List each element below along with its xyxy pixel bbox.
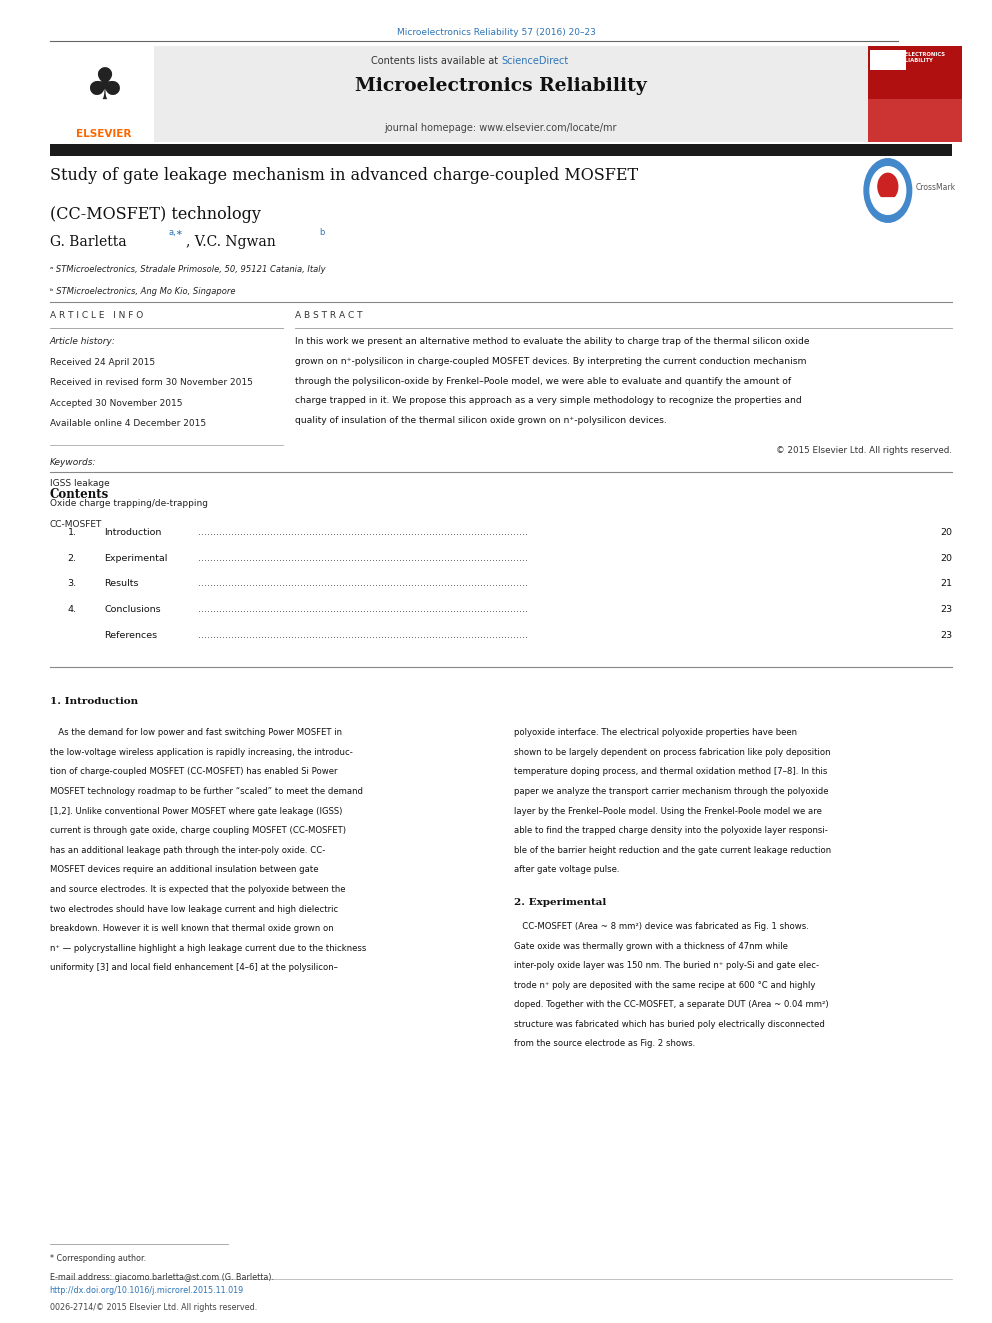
Bar	[50, 144, 952, 156]
Bar	[50, 46, 154, 142]
Text: 1.: 1.	[67, 528, 76, 537]
Text: the low-voltage wireless application is rapidly increasing, the introduc-: the low-voltage wireless application is …	[50, 747, 352, 757]
Text: IGSS leakage: IGSS leakage	[50, 479, 109, 488]
Text: doped. Together with the CC-MOSFET, a separate DUT (Area ~ 0.04 mm²): doped. Together with the CC-MOSFET, a se…	[514, 1000, 828, 1009]
Text: 0026-2714/© 2015 Elsevier Ltd. All rights reserved.: 0026-2714/© 2015 Elsevier Ltd. All right…	[50, 1303, 257, 1312]
Text: 21: 21	[940, 579, 952, 589]
Bar	[154, 46, 868, 142]
Text: structure was fabricated which has buried poly electrically disconnected: structure was fabricated which has burie…	[514, 1020, 824, 1029]
Text: References: References	[104, 631, 158, 640]
Text: 4.: 4.	[67, 606, 76, 614]
Bar	[868, 99, 962, 142]
Text: Contents lists available at: Contents lists available at	[371, 56, 501, 66]
Text: ................................................................................: ........................................…	[198, 528, 529, 537]
Text: ᵇ STMicroelectronics, Ang Mo Kio, Singapore: ᵇ STMicroelectronics, Ang Mo Kio, Singap…	[50, 287, 235, 296]
Text: Conclusions: Conclusions	[104, 606, 161, 614]
Text: grown on n⁺-polysilicon in charge-coupled MOSFET devices. By interpreting the cu: grown on n⁺-polysilicon in charge-couple…	[295, 357, 806, 366]
Text: Received 24 April 2015: Received 24 April 2015	[50, 357, 155, 366]
Text: 20: 20	[940, 528, 952, 537]
Text: temperature doping process, and thermal oxidation method [7–8]. In this: temperature doping process, and thermal …	[514, 767, 827, 777]
Text: 3.: 3.	[67, 579, 76, 589]
Text: CC-MOSFET: CC-MOSFET	[50, 520, 102, 529]
Text: * Corresponding author.: * Corresponding author.	[50, 1254, 146, 1263]
Text: polyoxide interface. The electrical polyoxide properties have been: polyoxide interface. The electrical poly…	[514, 729, 797, 737]
Text: layer by the Frenkel–Poole model. Using the Frenkel-Poole model we are: layer by the Frenkel–Poole model. Using …	[514, 807, 821, 816]
Text: charge trapped in it. We propose this approach as a very simple methodology to r: charge trapped in it. We propose this ap…	[295, 396, 802, 405]
Text: 23: 23	[940, 606, 952, 614]
Text: 1. Introduction: 1. Introduction	[50, 696, 138, 705]
Text: tion of charge-coupled MOSFET (CC-MOSFET) has enabled Si Power: tion of charge-coupled MOSFET (CC-MOSFET…	[50, 767, 337, 777]
Text: after gate voltage pulse.: after gate voltage pulse.	[514, 865, 619, 875]
Circle shape	[878, 173, 898, 200]
Text: ................................................................................: ........................................…	[198, 553, 529, 562]
Bar	[870, 50, 906, 70]
Text: MOSFET devices require an additional insulation between gate: MOSFET devices require an additional ins…	[50, 865, 318, 875]
Circle shape	[870, 167, 906, 214]
Text: ble of the barrier height reduction and the gate current leakage reduction: ble of the barrier height reduction and …	[514, 845, 831, 855]
Text: ScienceDirect: ScienceDirect	[501, 56, 568, 66]
Text: inter-poly oxide layer was 150 nm. The buried n⁺ poly-Si and gate elec-: inter-poly oxide layer was 150 nm. The b…	[514, 962, 819, 970]
Text: trode n⁺ poly are deposited with the same recipe at 600 °C and highly: trode n⁺ poly are deposited with the sam…	[514, 980, 815, 990]
Text: (CC-MOSFET) technology: (CC-MOSFET) technology	[50, 206, 261, 224]
Text: © 2015 Elsevier Ltd. All rights reserved.: © 2015 Elsevier Ltd. All rights reserved…	[777, 446, 952, 455]
Text: Study of gate leakage mechanism in advanced charge-coupled MOSFET: Study of gate leakage mechanism in advan…	[50, 167, 638, 184]
Text: Introduction: Introduction	[104, 528, 162, 537]
Text: As the demand for low power and fast switching Power MOSFET in: As the demand for low power and fast swi…	[50, 729, 341, 737]
Text: 20: 20	[940, 553, 952, 562]
Text: E-mail address: giacomo.barletta@st.com (G. Barletta).: E-mail address: giacomo.barletta@st.com …	[50, 1273, 274, 1282]
Text: n⁺ — polycrystalline highlight a high leakage current due to the thickness: n⁺ — polycrystalline highlight a high le…	[50, 943, 366, 953]
Text: b: b	[319, 228, 324, 237]
Polygon shape	[880, 197, 896, 214]
Text: paper we analyze the transport carrier mechanism through the polyoxide: paper we analyze the transport carrier m…	[514, 787, 828, 796]
Text: 2. Experimental: 2. Experimental	[514, 898, 606, 908]
Text: Article history:: Article history:	[50, 337, 115, 347]
Text: Keywords:: Keywords:	[50, 459, 96, 467]
Text: Results: Results	[104, 579, 139, 589]
Text: has an additional leakage path through the inter-poly oxide. CC-: has an additional leakage path through t…	[50, 845, 325, 855]
Text: MOSFET technology roadmap to be further “scaled” to meet the demand: MOSFET technology roadmap to be further …	[50, 787, 363, 796]
Text: and source electrodes. It is expected that the polyoxide between the: and source electrodes. It is expected th…	[50, 885, 345, 894]
Text: Experimental: Experimental	[104, 553, 168, 562]
Text: Contents: Contents	[50, 488, 109, 501]
Text: ................................................................................: ........................................…	[198, 631, 529, 640]
Text: Gate oxide was thermally grown with a thickness of 47nm while: Gate oxide was thermally grown with a th…	[514, 942, 788, 951]
Text: able to find the trapped charge density into the polyoxide layer responsi-: able to find the trapped charge density …	[514, 826, 827, 835]
Text: Accepted 30 November 2015: Accepted 30 November 2015	[50, 400, 183, 407]
Text: A R T I C L E   I N F O: A R T I C L E I N F O	[50, 311, 143, 320]
Text: ♣: ♣	[84, 66, 124, 108]
Text: ................................................................................: ........................................…	[198, 606, 529, 614]
Text: Oxide charge trapping/de-trapping: Oxide charge trapping/de-trapping	[50, 500, 207, 508]
Text: quality of insulation of the thermal silicon oxide grown on n⁺-polysilicon devic: quality of insulation of the thermal sil…	[295, 415, 667, 425]
Text: CC-MOSFET (Area ~ 8 mm²) device was fabricated as Fig. 1 shows.: CC-MOSFET (Area ~ 8 mm²) device was fabr…	[514, 922, 808, 931]
Text: ᵃ STMicroelectronics, Stradale Primosole, 50, 95121 Catania, Italy: ᵃ STMicroelectronics, Stradale Primosole…	[50, 265, 325, 274]
Text: http://dx.doi.org/10.1016/j.microrel.2015.11.019: http://dx.doi.org/10.1016/j.microrel.201…	[50, 1286, 244, 1295]
Text: A B S T R A C T: A B S T R A C T	[295, 311, 362, 320]
Text: [1,2]. Unlike conventional Power MOSFET where gate leakage (IGSS): [1,2]. Unlike conventional Power MOSFET …	[50, 807, 342, 816]
Text: 2.: 2.	[67, 553, 76, 562]
Text: Available online 4 December 2015: Available online 4 December 2015	[50, 419, 205, 429]
Text: breakdown. However it is well known that thermal oxide grown on: breakdown. However it is well known that…	[50, 925, 333, 933]
Text: from the source electrode as Fig. 2 shows.: from the source electrode as Fig. 2 show…	[514, 1040, 695, 1049]
Text: Microelectronics Reliability: Microelectronics Reliability	[355, 77, 647, 95]
Text: a,∗: a,∗	[169, 228, 184, 237]
Text: two electrodes should have low leakage current and high dielectric: two electrodes should have low leakage c…	[50, 905, 338, 914]
Text: Received in revised form 30 November 2015: Received in revised form 30 November 201…	[50, 378, 253, 388]
Text: shown to be largely dependent on process fabrication like poly deposition: shown to be largely dependent on process…	[514, 747, 830, 757]
Text: G. Barletta: G. Barletta	[50, 235, 126, 250]
Text: through the polysilicon-oxide by Frenkel–Poole model, we were able to evaluate a: through the polysilicon-oxide by Frenkel…	[295, 377, 791, 385]
Text: journal homepage: www.elsevier.com/locate/mr: journal homepage: www.elsevier.com/locat…	[385, 123, 617, 134]
Text: uniformity [3] and local field enhancement [4–6] at the polysilicon–: uniformity [3] and local field enhanceme…	[50, 963, 337, 972]
Text: CrossMark: CrossMark	[916, 184, 955, 192]
Text: ELSEVIER: ELSEVIER	[76, 128, 132, 139]
Text: ................................................................................: ........................................…	[198, 579, 529, 589]
Text: MICROELECTRONICS
RELIABILITY: MICROELECTRONICS RELIABILITY	[885, 52, 945, 62]
Bar	[868, 46, 962, 142]
Text: Microelectronics Reliability 57 (2016) 20–23: Microelectronics Reliability 57 (2016) 2…	[397, 28, 595, 37]
Text: current is through gate oxide, charge coupling MOSFET (CC-MOSFET): current is through gate oxide, charge co…	[50, 826, 345, 835]
Text: , V.C. Ngwan: , V.C. Ngwan	[186, 235, 276, 250]
Text: 23: 23	[940, 631, 952, 640]
Text: In this work we present an alternative method to evaluate the ability to charge : In this work we present an alternative m…	[295, 337, 809, 347]
Circle shape	[864, 159, 912, 222]
